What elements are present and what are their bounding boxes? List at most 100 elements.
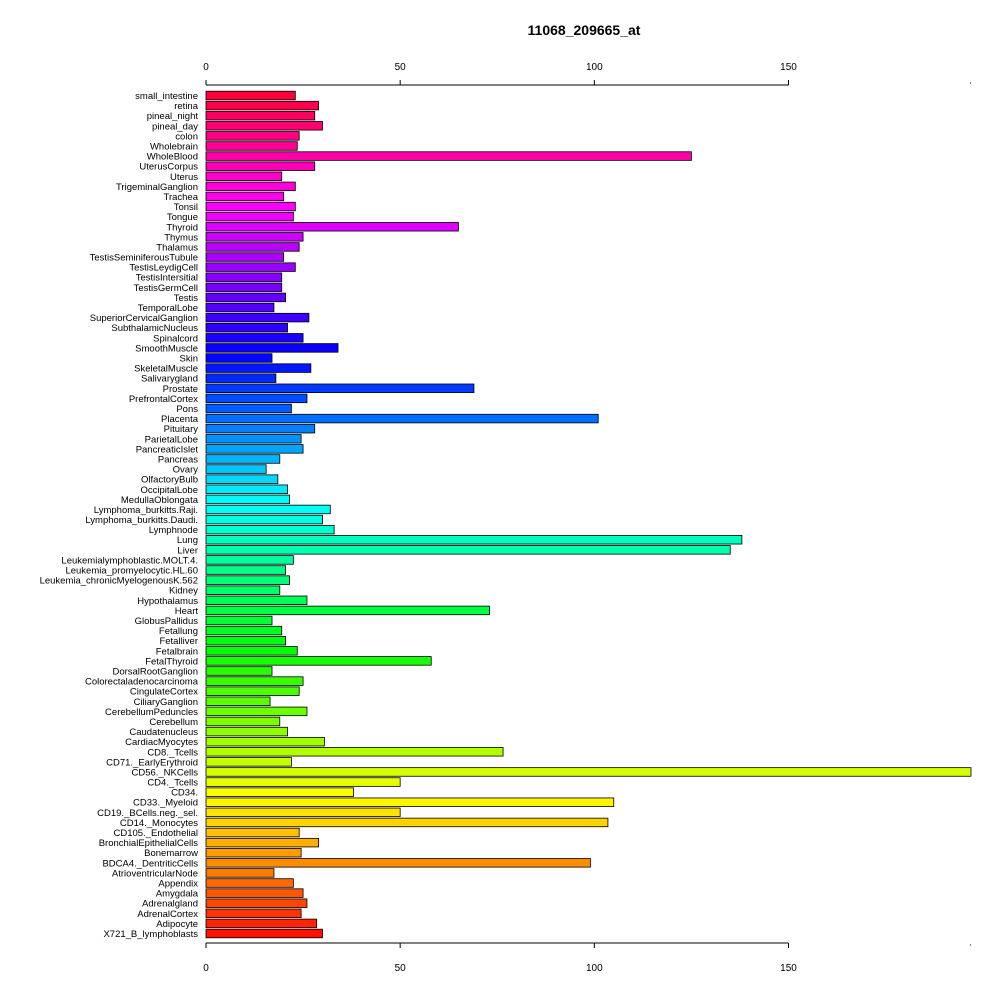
category-label: SkeletalMuscle (134, 364, 198, 375)
category-label: CD56._NKCells (131, 767, 198, 778)
category-label: Liver (177, 545, 198, 556)
category-label: AdrenalCortex (137, 909, 198, 920)
category-label: Fetalliver (159, 636, 198, 647)
bar-SkeletalMuscle (205, 363, 312, 373)
category-label: Lymphnode (149, 525, 198, 536)
bar-Colorectaladenocarcinoma (205, 676, 304, 686)
top-axis: 0 50 100 150 (203, 62, 971, 86)
bar-Thalamus (205, 242, 300, 252)
bar-Adipocyte (205, 918, 318, 929)
bar-Thymus (205, 232, 304, 242)
category-label: Trachea (164, 192, 199, 203)
bar-Pancreas (205, 454, 281, 464)
category-label: PancreaticIslet (136, 444, 199, 455)
bar-CD33._Myeloid (205, 797, 615, 807)
category-label: small_intestine (135, 91, 198, 102)
bar-Leukemialymphoblastic.MOLT.4. (205, 555, 294, 565)
category-label: DorsalRootGanglion (112, 666, 198, 677)
category-label: pineal_night (147, 111, 199, 122)
category-label: Salivarygland (141, 374, 198, 385)
top-tick-label: 100 (586, 62, 603, 73)
bar-Thyroid (205, 222, 459, 232)
category-label: X721_B_lymphoblasts (103, 929, 198, 940)
bottom-tick-label: 150 (780, 963, 797, 974)
top-tick-label: 50 (395, 62, 407, 73)
category-label: Pancreas (158, 454, 198, 465)
bar-CardiacMyocytes (205, 736, 325, 747)
bar-CD71._EarlyErythroid (205, 757, 292, 767)
top-axis-end-mark (970, 82, 971, 84)
bar-Lymphoma_burkitts.Daudi. (205, 514, 323, 525)
bottom-axis-end-mark (970, 944, 971, 946)
bar-CD4._Tcells (205, 777, 401, 787)
bar-BronchialEpithelialCells (205, 837, 320, 848)
bar-Uterus (205, 171, 283, 181)
bar-TestisLeydigCell (205, 262, 296, 272)
bar-Pons (205, 403, 292, 414)
bar-OccipitalLobe (205, 484, 288, 494)
bar-Lymphoma_burkitts.Raji. (205, 504, 331, 515)
category-label: CerebellumPeduncles (105, 707, 198, 718)
category-label: Amygdala (156, 889, 199, 900)
category-label: Cerebellum (149, 717, 198, 728)
bar-Skin (205, 353, 273, 363)
category-label: Fetallung (159, 626, 198, 637)
category-label: CiliaryGanglion (134, 697, 198, 708)
category-label: CD34. (171, 788, 198, 799)
bar-TestisGermCell (205, 282, 283, 293)
category-label: pineal_day (152, 121, 198, 132)
category-label: CD19._BCells.neg._sel. (97, 808, 198, 819)
bar-CD105._Endothelial (205, 827, 300, 838)
category-label: Spinalcord (153, 333, 198, 344)
bar-Caudatenucleus (205, 726, 288, 737)
category-label: Thymus (164, 232, 198, 243)
category-label: SmoothMuscle (135, 343, 198, 354)
category-label: TrigeminalGanglion (116, 182, 198, 193)
bar-Kidney (205, 585, 281, 595)
category-label: Kidney (169, 586, 198, 597)
category-label: Thalamus (156, 242, 198, 253)
bar-SmoothMuscle (205, 343, 339, 353)
category-label: Lung (177, 535, 198, 546)
category-label: Uterus (170, 172, 198, 183)
bar-Tonsil (205, 201, 296, 212)
bar-pineal_night (205, 110, 316, 121)
category-label: CardiacMyocytes (125, 737, 198, 748)
bar-X721_B_lymphoblasts (205, 928, 323, 939)
category-label: Fetalbrain (156, 646, 198, 657)
bar-Cerebellum (205, 716, 281, 727)
category-label: SubthalamicNucleus (111, 323, 198, 334)
category-label: retina (174, 101, 198, 112)
category-label: Hypothalamus (137, 596, 198, 607)
category-label: WholeBlood (147, 152, 198, 163)
bar-CingulateCortex (205, 686, 300, 696)
bar-BDCA4._DentriticCells (205, 858, 591, 868)
bar-DorsalRootGanglion (205, 666, 273, 676)
bar-Fetalliver (205, 636, 287, 646)
category-label: OccipitalLobe (140, 485, 198, 496)
bar-retina (205, 100, 320, 111)
bar-OlfactoryBulb (205, 474, 279, 484)
bar-Lung (205, 535, 743, 545)
bar-SuperiorCervicalGanglion (205, 312, 310, 323)
bar-Fetallung (205, 625, 283, 636)
bar-MedullaOblongata (205, 494, 290, 505)
category-label: TestisGermCell (134, 283, 198, 294)
bar-Trachea (205, 191, 285, 202)
bar-Ovary (205, 464, 267, 474)
bar-Lymphnode (205, 524, 335, 535)
bar-Pituitary (205, 423, 316, 434)
category-label: CD33._Myeloid (133, 798, 198, 809)
category-label: SuperiorCervicalGanglion (90, 313, 198, 324)
bar-Amygdala (205, 888, 304, 898)
bar-Adrenalgland (205, 898, 308, 908)
category-label: CD4._Tcells (147, 778, 198, 789)
bar-Spinalcord (205, 333, 304, 343)
category-label: CD8._Tcells (147, 747, 198, 758)
category-label: BronchialEpithelialCells (99, 838, 199, 849)
bar-CD34. (205, 787, 354, 797)
bar-TestisIntersitial (205, 272, 283, 282)
bar-CiliaryGanglion (205, 696, 271, 706)
bar-Heart (205, 605, 490, 616)
